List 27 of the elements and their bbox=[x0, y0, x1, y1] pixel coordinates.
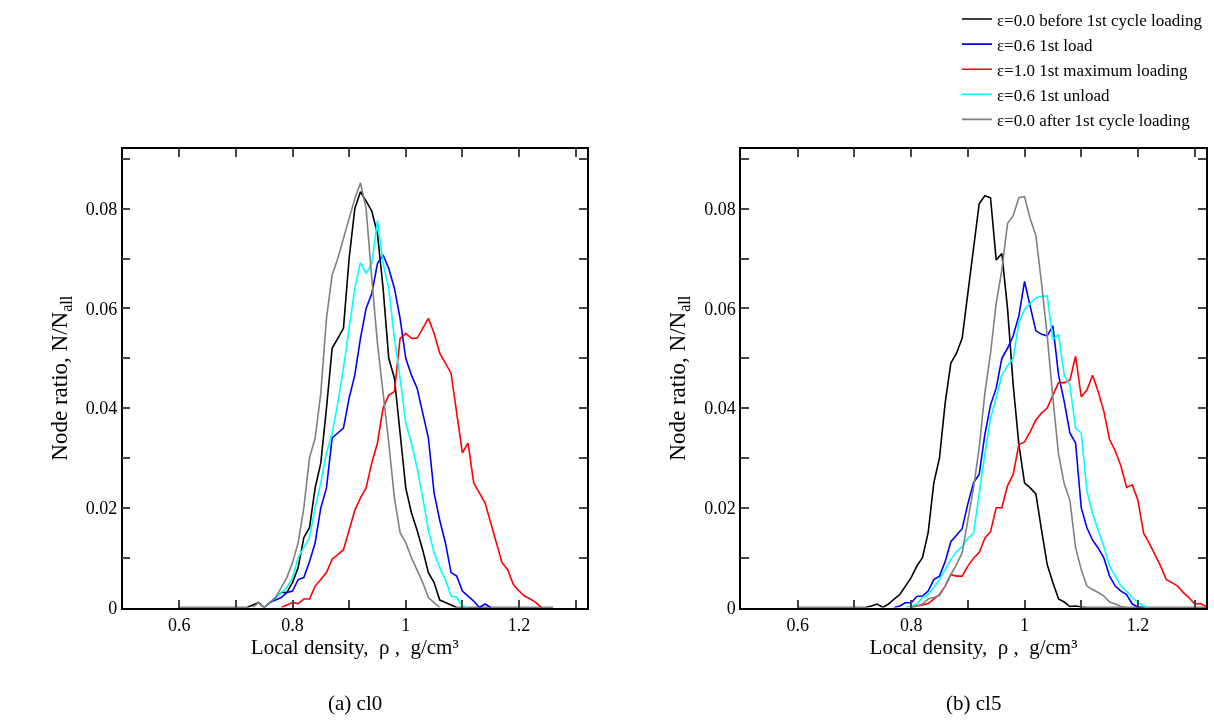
y-tick-label: 0.04 bbox=[85, 398, 118, 419]
legend-label: ε=0.6 1st unload bbox=[996, 85, 1111, 105]
x-tick-label: 0.6 bbox=[167, 614, 191, 635]
x-tick-label: 0.6 bbox=[786, 614, 809, 635]
legend-label: ε=0.0 after 1st cycle loading bbox=[996, 111, 1191, 131]
y-tick-label: 0.02 bbox=[704, 498, 736, 519]
y-tick-label: 0 bbox=[108, 597, 118, 618]
y-tick-label: 0.04 bbox=[704, 398, 736, 419]
y-tick-label: 0.08 bbox=[85, 198, 118, 219]
y-tick-label: 0.06 bbox=[704, 298, 736, 319]
x-axis-title: Local density, ρ , g/cm³ bbox=[250, 634, 459, 659]
x-tick-label: 1.2 bbox=[1126, 614, 1150, 635]
legend-label: ε=0.6 1st load bbox=[996, 35, 1094, 55]
legend-label: ε=0.0 before 1st cycle loading bbox=[996, 10, 1203, 30]
legend-label: ε=1.0 1st maximum loading bbox=[996, 60, 1188, 80]
x-tick-label: 1 bbox=[1020, 614, 1030, 635]
x-axis-title: Local density, ρ , g/cm³ bbox=[869, 634, 1078, 659]
x-tick-label: 1 bbox=[401, 614, 411, 635]
y-tick-label: 0.06 bbox=[85, 298, 118, 319]
text: (b) cl5 bbox=[946, 691, 1002, 715]
text: (a) cl0 bbox=[328, 691, 383, 715]
x-tick-label: 0.8 bbox=[281, 614, 304, 635]
y-tick-label: 0 bbox=[726, 597, 736, 618]
y-tick-label: 0.08 bbox=[704, 198, 736, 219]
x-tick-label: 1.2 bbox=[507, 614, 531, 635]
x-tick-label: 0.8 bbox=[899, 614, 923, 635]
y-tick-label: 0.02 bbox=[85, 498, 118, 519]
